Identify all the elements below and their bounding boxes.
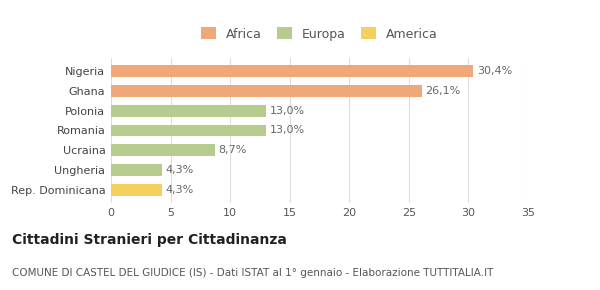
Text: 13,0%: 13,0% bbox=[269, 106, 305, 115]
Bar bbox=[111, 144, 215, 157]
Text: Cittadini Stranieri per Cittadinanza: Cittadini Stranieri per Cittadinanza bbox=[12, 233, 287, 246]
Text: 26,1%: 26,1% bbox=[425, 86, 461, 96]
Text: 4,3%: 4,3% bbox=[166, 185, 194, 195]
Bar bbox=[111, 104, 266, 117]
Text: 8,7%: 8,7% bbox=[218, 146, 247, 155]
Bar bbox=[111, 65, 473, 77]
Text: COMUNE DI CASTEL DEL GIUDICE (IS) - Dati ISTAT al 1° gennaio - Elaborazione TUTT: COMUNE DI CASTEL DEL GIUDICE (IS) - Dati… bbox=[12, 267, 493, 278]
Legend: Africa, Europa, America: Africa, Europa, America bbox=[197, 24, 442, 44]
Text: 30,4%: 30,4% bbox=[477, 66, 512, 76]
Text: 13,0%: 13,0% bbox=[269, 126, 305, 135]
Bar bbox=[111, 85, 422, 97]
Text: 4,3%: 4,3% bbox=[166, 165, 194, 175]
Bar bbox=[111, 124, 266, 137]
Bar bbox=[111, 164, 162, 176]
Bar bbox=[111, 184, 162, 196]
